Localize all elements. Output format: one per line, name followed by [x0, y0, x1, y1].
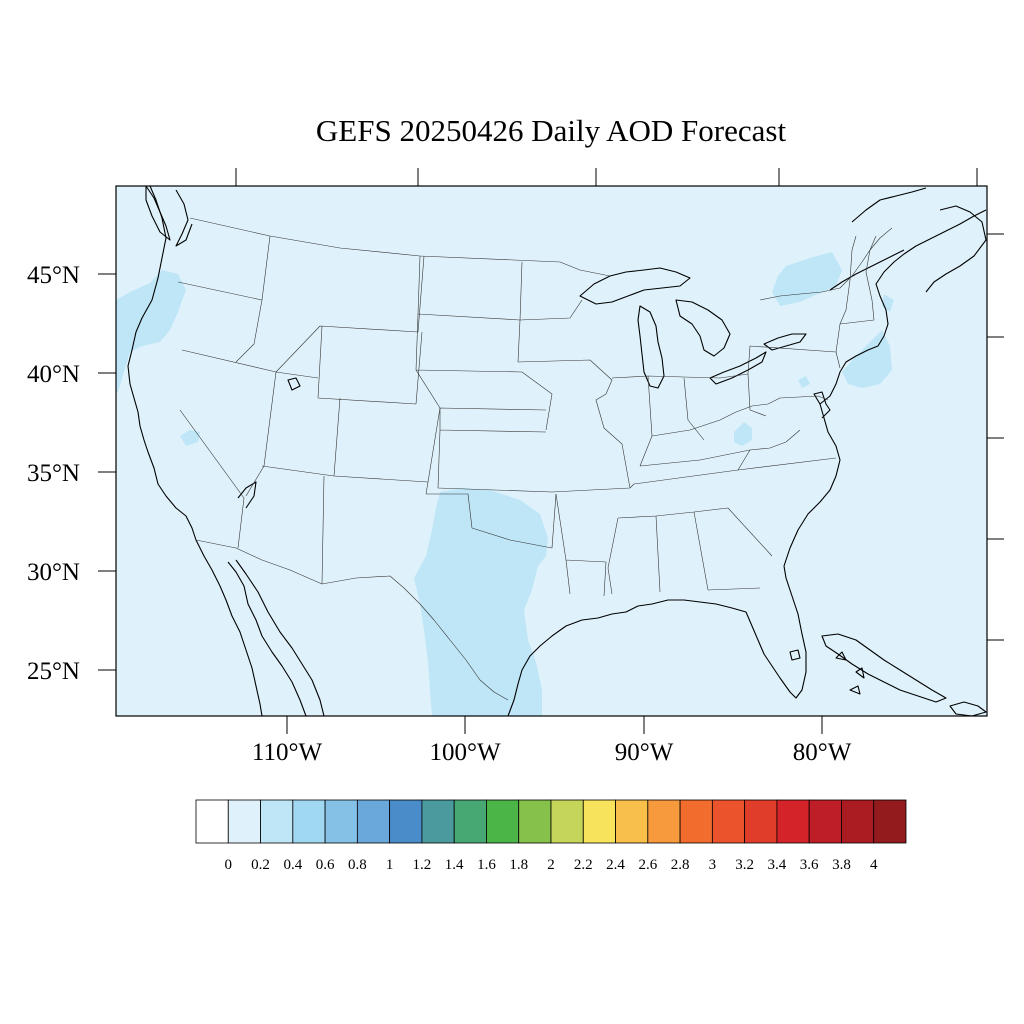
- colorbar-label: 0.6: [316, 857, 335, 873]
- colorbar-label: 2.8: [671, 857, 690, 873]
- colorbar-label: 0.4: [283, 857, 302, 873]
- lake-okeechobee: [789, 649, 801, 661]
- appalachian-spot: [734, 422, 752, 446]
- lat-label: 25°N: [27, 658, 80, 685]
- chesapeake: [813, 391, 831, 419]
- colorbar-swatch: [615, 799, 649, 844]
- colorbar-label: 1: [386, 857, 394, 873]
- east-coast: [783, 209, 987, 567]
- lat-label: 35°N: [27, 460, 80, 487]
- colorbar-label: 3: [709, 857, 717, 873]
- colorbar-label: 2.2: [574, 857, 593, 873]
- baja-gulf: [227, 481, 307, 717]
- lat-label: 40°N: [27, 361, 80, 388]
- colorbar-label: 1.4: [445, 857, 464, 873]
- map-panel: [98, 168, 1004, 734]
- lon-label: 100°W: [429, 739, 500, 766]
- colorbar-swatch: [324, 799, 358, 844]
- colorbar-label: 1.6: [477, 857, 496, 873]
- latitude-labels: 45°N 40°N 35°N 30°N 25°N: [27, 262, 80, 685]
- colorbar-label: 2.4: [606, 857, 625, 873]
- canada-border-east: [759, 227, 893, 301]
- colorbar-swatch: [518, 799, 552, 844]
- map-frame: [115, 185, 988, 717]
- colorbar-label: 1.8: [509, 857, 528, 873]
- great-salt-lake: [287, 377, 301, 391]
- nevada-spot: [180, 430, 200, 446]
- colorbar-swatch: [356, 799, 391, 844]
- west-coast: [127, 185, 263, 717]
- aod-plumes: [116, 252, 894, 716]
- state-borders: [177, 217, 893, 701]
- colorbar-swatch: [808, 799, 842, 844]
- colorbar-label: 1.2: [413, 857, 432, 873]
- colorbar-swatch: [421, 799, 455, 844]
- colorbar-swatch: [873, 799, 907, 844]
- colorbar-label: 3.4: [768, 857, 787, 873]
- colorbar: [195, 799, 907, 844]
- colorbar-swatch: [195, 799, 229, 844]
- gulf-coast: [507, 565, 807, 717]
- colorbar-label: 3.8: [832, 857, 851, 873]
- coastlines: [127, 185, 987, 717]
- lake-huron: [675, 299, 731, 357]
- northeast-plume: [772, 252, 842, 306]
- colorbar-label: 3.6: [800, 857, 819, 873]
- colorbar-label: 0: [225, 857, 233, 873]
- plains-states: [415, 255, 557, 549]
- colorbar-swatch: [711, 799, 746, 844]
- lon-label: 80°W: [793, 739, 852, 766]
- colorbar-labels: 0 0.2 0.4 0.6 0.8 1 1.2 1.4 1.6 1.8 2 2.2 2.4 2.6 2.8 3…: [225, 857, 878, 873]
- cuba: [821, 633, 947, 703]
- east-states: [639, 235, 877, 471]
- colorbar-swatch: [389, 799, 423, 844]
- longitude-labels: 110°W 100°W 90°W 80°W: [252, 739, 852, 766]
- ohio-valley-spot: [798, 376, 810, 388]
- lat-label: 45°N: [27, 262, 80, 289]
- lon-label: 90°W: [615, 739, 674, 766]
- texas-plume: [414, 488, 548, 716]
- puget-sound: [175, 189, 193, 247]
- lake-superior: [579, 267, 691, 305]
- lake-erie: [709, 351, 767, 385]
- lat-label: 30°N: [27, 559, 80, 586]
- colorbar-label: 0.8: [348, 857, 367, 873]
- lon-label: 110°W: [252, 739, 323, 766]
- hispaniola: [949, 701, 987, 717]
- mexico-border: [195, 539, 509, 701]
- colorbar-swatch: [453, 799, 487, 844]
- colorbar-swatch: [776, 799, 810, 844]
- canada-east: [851, 187, 987, 293]
- colorbar-swatch: [227, 799, 261, 844]
- canada-border: [189, 217, 611, 277]
- colorbar-swatch: [744, 799, 778, 844]
- bahamas: [835, 651, 865, 695]
- colorbar-label: 0.2: [251, 857, 270, 873]
- st-lawrence: [829, 249, 905, 291]
- south-states: [551, 457, 837, 597]
- colorbar-label: 2: [547, 857, 555, 873]
- colorbar-swatch: [582, 799, 616, 844]
- west-states: [177, 235, 547, 585]
- map-background: [116, 186, 987, 716]
- colorbar-label: 3.2: [735, 857, 754, 873]
- colorbar-label: 2.6: [638, 857, 657, 873]
- colorbar-swatch: [260, 799, 294, 844]
- colorbar-label: 4: [870, 857, 878, 873]
- colorbar-swatch: [292, 799, 326, 844]
- colorbar-swatch: [647, 799, 681, 844]
- mexico-west: [235, 559, 325, 717]
- tick-marks: [98, 168, 1004, 734]
- lake-michigan: [637, 305, 665, 389]
- pacific-northwest-plume: [116, 270, 186, 392]
- colorbar-swatch: [550, 799, 584, 844]
- colorbar-swatch: [486, 799, 520, 844]
- colorbar-swatch: [841, 799, 875, 844]
- colorbar-swatch: [679, 799, 713, 844]
- lake-ontario: [763, 333, 807, 351]
- vancouver-island: [145, 185, 171, 241]
- map-title: GEFS 20250426 Daily AOD Forecast: [316, 113, 787, 148]
